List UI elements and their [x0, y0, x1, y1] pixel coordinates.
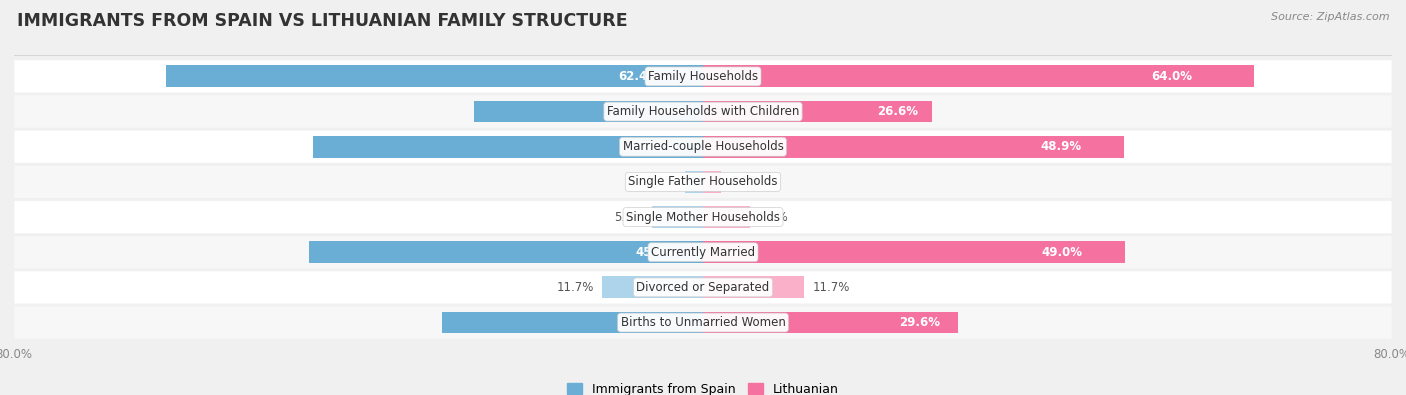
Text: 64.0%: 64.0%	[1152, 70, 1192, 83]
FancyBboxPatch shape	[14, 95, 1392, 128]
Bar	[652, 206, 703, 228]
Text: Single Father Households: Single Father Households	[628, 175, 778, 188]
Text: 5.4%: 5.4%	[758, 211, 787, 224]
FancyBboxPatch shape	[14, 60, 1392, 92]
Text: 62.4%: 62.4%	[619, 70, 659, 83]
Text: 49.0%: 49.0%	[1042, 246, 1083, 259]
Bar	[703, 312, 957, 333]
Text: Births to Unmarried Women: Births to Unmarried Women	[620, 316, 786, 329]
FancyBboxPatch shape	[14, 166, 1392, 198]
Text: 26.6%: 26.6%	[877, 105, 918, 118]
Text: 30.3%: 30.3%	[651, 316, 692, 329]
Bar	[703, 171, 721, 193]
Text: Single Mother Households: Single Mother Households	[626, 211, 780, 224]
FancyBboxPatch shape	[14, 271, 1392, 304]
Bar	[685, 171, 703, 193]
Text: IMMIGRANTS FROM SPAIN VS LITHUANIAN FAMILY STRUCTURE: IMMIGRANTS FROM SPAIN VS LITHUANIAN FAMI…	[17, 12, 627, 30]
FancyBboxPatch shape	[14, 201, 1392, 233]
Text: 11.7%: 11.7%	[813, 281, 849, 294]
Text: Family Households with Children: Family Households with Children	[607, 105, 799, 118]
Text: 26.6%: 26.6%	[655, 105, 696, 118]
Text: 5.9%: 5.9%	[614, 211, 644, 224]
FancyBboxPatch shape	[14, 131, 1392, 163]
Bar	[703, 101, 932, 122]
Legend: Immigrants from Spain, Lithuanian: Immigrants from Spain, Lithuanian	[562, 378, 844, 395]
Text: 29.6%: 29.6%	[900, 316, 941, 329]
Text: Family Households: Family Households	[648, 70, 758, 83]
Text: 11.7%: 11.7%	[557, 281, 593, 294]
Bar	[703, 241, 1125, 263]
Bar	[703, 66, 1254, 87]
Bar	[474, 101, 703, 122]
Text: 45.3%: 45.3%	[636, 140, 676, 153]
Text: Source: ZipAtlas.com: Source: ZipAtlas.com	[1271, 12, 1389, 22]
Text: Divorced or Separated: Divorced or Separated	[637, 281, 769, 294]
FancyBboxPatch shape	[14, 307, 1392, 339]
Bar	[166, 66, 703, 87]
Bar	[441, 312, 703, 333]
Text: Married-couple Households: Married-couple Households	[623, 140, 783, 153]
Bar	[308, 241, 703, 263]
Bar	[703, 206, 749, 228]
Bar	[703, 136, 1125, 158]
Bar	[602, 276, 703, 298]
Text: 48.9%: 48.9%	[1040, 140, 1081, 153]
Text: Currently Married: Currently Married	[651, 246, 755, 259]
Text: 2.1%: 2.1%	[647, 175, 676, 188]
Text: 2.1%: 2.1%	[730, 175, 759, 188]
FancyBboxPatch shape	[14, 236, 1392, 268]
Bar	[314, 136, 703, 158]
Bar	[703, 276, 804, 298]
Text: 45.8%: 45.8%	[636, 246, 676, 259]
